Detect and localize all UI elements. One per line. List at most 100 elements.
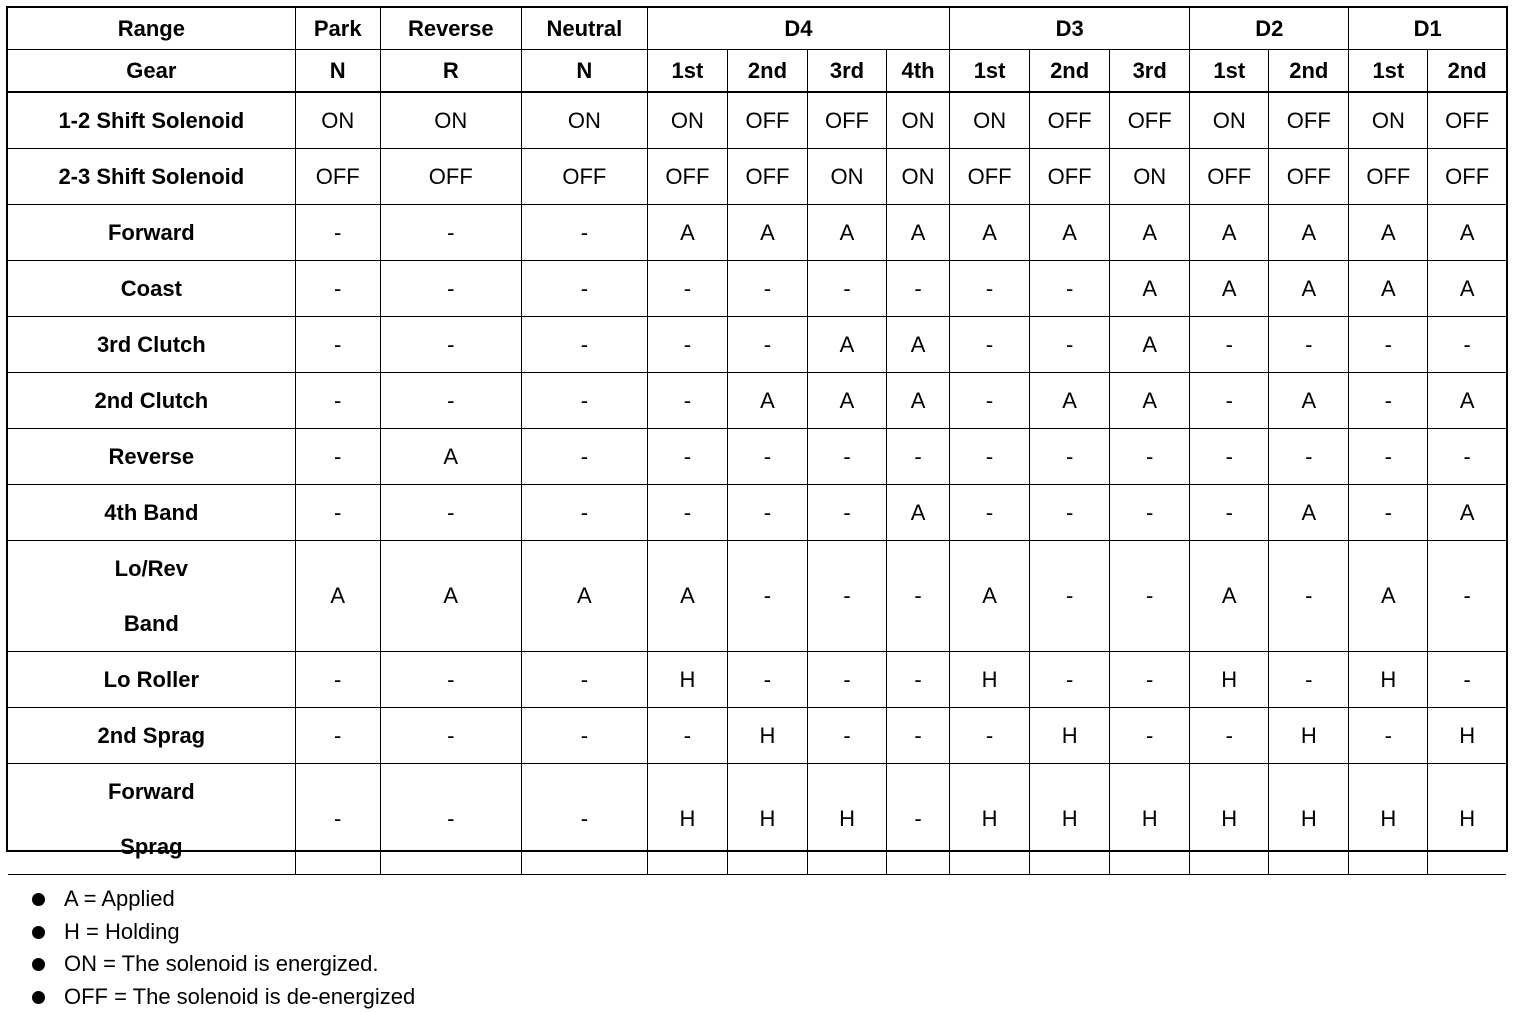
cell: - [1190,429,1269,485]
gear-cell: 2nd [1428,50,1506,93]
cell: ON [1349,92,1428,149]
cell: - [1110,708,1190,764]
cell: A [950,541,1030,652]
cell: - [521,317,647,373]
cell: - [295,429,380,485]
cell: - [295,205,380,261]
cell: - [380,373,521,429]
label-line: 1-2 Shift Solenoid [8,93,295,148]
cell: A [1269,373,1349,429]
cell: - [807,541,886,652]
cell: - [521,652,647,708]
cell: A [1030,205,1110,261]
header-cell: Gear [8,50,295,93]
cell: H [1428,708,1506,764]
cell: - [1110,652,1190,708]
cell: - [380,652,521,708]
cell: - [521,205,647,261]
cell: ON [807,149,886,205]
gear-cell: 1st [950,50,1030,93]
cell: - [647,261,727,317]
row-label: 4th Band [8,485,295,541]
cell: - [1428,429,1506,485]
cell: OFF [1349,149,1428,205]
cell: - [1190,485,1269,541]
gear-cell: 1st [647,50,727,93]
cell: ON [887,92,950,149]
cell: A [521,541,647,652]
cell: H [727,764,807,875]
cell: - [647,429,727,485]
cell: H [1349,652,1428,708]
cell: - [521,261,647,317]
cell: OFF [1190,149,1269,205]
cell: OFF [727,149,807,205]
cell: - [1030,317,1110,373]
cell: - [1428,317,1506,373]
cell: - [647,708,727,764]
cell: - [1030,485,1110,541]
row-label: Lo Roller [8,652,295,708]
cell: A [1110,317,1190,373]
cell: H [1110,764,1190,875]
cell: - [380,317,521,373]
cell: A [950,205,1030,261]
cell: H [1428,764,1506,875]
cell: A [1110,261,1190,317]
cell: - [1428,652,1506,708]
cell: OFF [1030,149,1110,205]
cell: ON [647,92,727,149]
note: OFF = The solenoid is de-energized [30,981,1506,1013]
cell: A [1190,541,1269,652]
cell: H [807,764,886,875]
cell: - [295,317,380,373]
label-line: 3rd Clutch [8,317,295,372]
cell: - [647,317,727,373]
cell: A [807,205,886,261]
range-cell: D2 [1190,8,1349,50]
cell: H [647,652,727,708]
cell: A [380,429,521,485]
cell: - [807,429,886,485]
cell: A [727,373,807,429]
cell: - [1269,429,1349,485]
label-line: Coast [8,261,295,316]
gear-cell: 1st [1349,50,1428,93]
cell: A [1349,261,1428,317]
cell: - [1269,541,1349,652]
gear-cell: 4th [887,50,950,93]
cell: OFF [1030,92,1110,149]
cell: OFF [1428,92,1506,149]
note: H = Holding [30,916,1506,949]
cell: - [950,708,1030,764]
cell: - [887,541,950,652]
cell: ON [1190,92,1269,149]
cell: - [950,317,1030,373]
cell: OFF [647,149,727,205]
gear-cell: 2nd [1269,50,1349,93]
cell: - [295,652,380,708]
cell: - [521,485,647,541]
cell: - [380,708,521,764]
cell: A [1190,261,1269,317]
cell: A [887,373,950,429]
cell: OFF [1269,92,1349,149]
cell: - [1349,485,1428,541]
cell: A [647,205,727,261]
range-cell: D1 [1349,8,1506,50]
row: 2nd Sprag----H---H--H-H [8,708,1506,764]
row-label: 2nd Clutch [8,373,295,429]
gear-cell: R [380,50,521,93]
cell: - [1190,708,1269,764]
cell: - [1030,652,1110,708]
cell: - [1030,261,1110,317]
cell: - [950,373,1030,429]
cell: OFF [727,92,807,149]
cell: - [1110,485,1190,541]
cell: - [1349,708,1428,764]
cell: - [727,652,807,708]
